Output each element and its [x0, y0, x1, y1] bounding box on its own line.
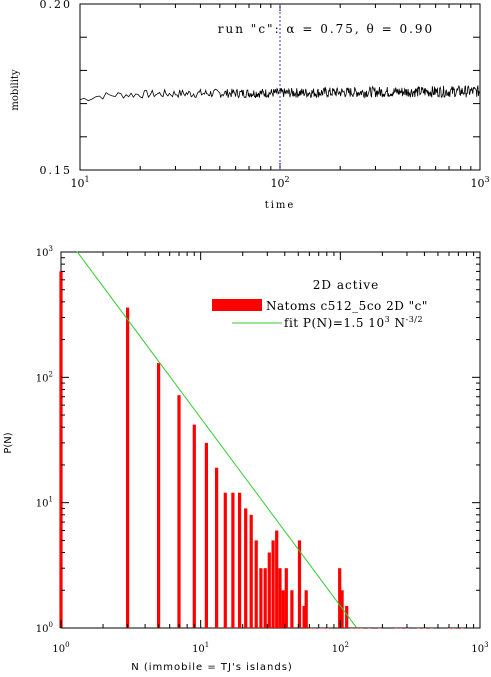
mobility-y-tick-label: 0.15	[40, 164, 73, 177]
distribution-y-tick-label: 102	[36, 370, 53, 384]
mobility-x-tick-label: 102	[270, 175, 289, 190]
island-size-bar	[267, 552, 271, 628]
island-size-bar	[405, 628, 409, 629]
distribution-y-tick-label: 103	[36, 245, 53, 259]
island-size-bar	[126, 307, 130, 628]
island-size-bar	[423, 628, 427, 629]
island-size-bar	[297, 540, 302, 628]
legend-label-fit: fit P(N)=1.5 103 N-3/2	[284, 315, 423, 330]
island-size-bar	[304, 590, 308, 628]
distribution-y-tick-label: 101	[36, 496, 53, 510]
island-size-bar	[367, 628, 371, 629]
island-size-bar	[254, 540, 258, 628]
island-size-bar	[447, 628, 451, 629]
mobility-y-axis-label: mobility	[10, 69, 21, 111]
island-size-bar	[244, 508, 248, 628]
distribution-x-tick-labels: 100 101 102 103	[52, 641, 488, 655]
island-size-bar	[59, 271, 63, 628]
mobility-x-tick-label: 101	[70, 175, 89, 190]
legend: 2D active Natoms c512_5co 2D "c" fit P(N…	[212, 278, 428, 330]
island-size-bar	[430, 628, 434, 629]
island-size-bar	[308, 628, 312, 629]
distribution-x-tick-label: 101	[192, 641, 209, 655]
mobility-y-tick-labels: 0.15 0.20	[40, 0, 73, 177]
distribution-y-axis-label: P(N)	[3, 432, 14, 453]
island-size-bar	[271, 540, 275, 628]
distribution-y-tick-labels: 100 101 102 103	[36, 245, 53, 635]
island-size-bar	[259, 568, 263, 628]
island-size-bar	[399, 628, 403, 629]
island-size-bar	[177, 395, 181, 628]
island-size-bar	[378, 628, 382, 629]
island-size-bar	[461, 628, 465, 629]
legend-title: 2D active	[313, 278, 380, 292]
island-size-bar	[238, 492, 242, 628]
island-size-bar	[340, 590, 344, 628]
distribution-x-tick-label: 102	[332, 641, 349, 655]
island-size-bar	[249, 514, 253, 628]
distribution-panel: 100 101 102 103 100 101 102 103 2D active Nato…	[3, 245, 489, 673]
island-size-bar	[321, 628, 325, 629]
island-size-bar	[326, 628, 330, 629]
island-size-bar	[278, 568, 282, 628]
run-annotation: run "c": α = 0.75, θ = 0.90	[218, 22, 434, 36]
island-size-bar	[231, 492, 235, 628]
mobility-x-ticks	[79, 4, 472, 170]
mobility-series-line	[79, 85, 480, 102]
island-size-bar	[359, 628, 363, 629]
island-size-bar	[204, 442, 208, 628]
island-size-bar	[302, 605, 306, 628]
island-size-bar	[452, 628, 456, 629]
mobility-x-axis-label: time	[265, 200, 296, 211]
legend-swatch-bars	[212, 299, 262, 311]
mobility-y-tick-label: 0.20	[40, 0, 73, 11]
island-size-bar	[290, 590, 294, 628]
legend-label-bars: Natoms c512_5co 2D "c"	[266, 299, 428, 313]
island-size-bar	[416, 628, 420, 629]
island-size-bar	[338, 568, 342, 628]
island-size-bars	[59, 271, 476, 629]
mobility-y-ticks	[80, 36, 480, 138]
island-size-bar	[394, 628, 398, 629]
distribution-y-ticks	[61, 257, 480, 629]
island-size-bar	[318, 628, 322, 629]
island-size-bar	[192, 424, 196, 628]
distribution-x-tick-label: 103	[471, 641, 488, 655]
mobility-x-tick-label: 103	[470, 175, 489, 190]
island-size-bar	[284, 568, 288, 628]
island-size-bar	[275, 530, 279, 628]
mobility-x-tick-labels: 101 102 103	[70, 175, 489, 190]
distribution-y-tick-label: 100	[36, 621, 53, 635]
mobility-panel: 0.15 0.20 101 102 103 run "c": α = 0.75, θ …	[10, 0, 490, 211]
island-size-bar	[281, 590, 285, 628]
island-size-bar	[215, 467, 219, 628]
island-size-bar	[312, 628, 316, 629]
island-size-bar	[157, 363, 161, 628]
distribution-x-tick-label: 100	[52, 641, 69, 655]
distribution-x-axis-label: N (immobile = TJ's islands)	[131, 662, 293, 673]
power-law-fit-line	[76, 251, 357, 628]
island-size-bar	[263, 568, 267, 628]
island-size-bar	[355, 628, 359, 629]
island-size-bar	[350, 628, 354, 629]
island-size-bar	[223, 492, 227, 628]
distribution-x-ticks	[60, 252, 475, 628]
island-size-bar	[345, 605, 349, 628]
